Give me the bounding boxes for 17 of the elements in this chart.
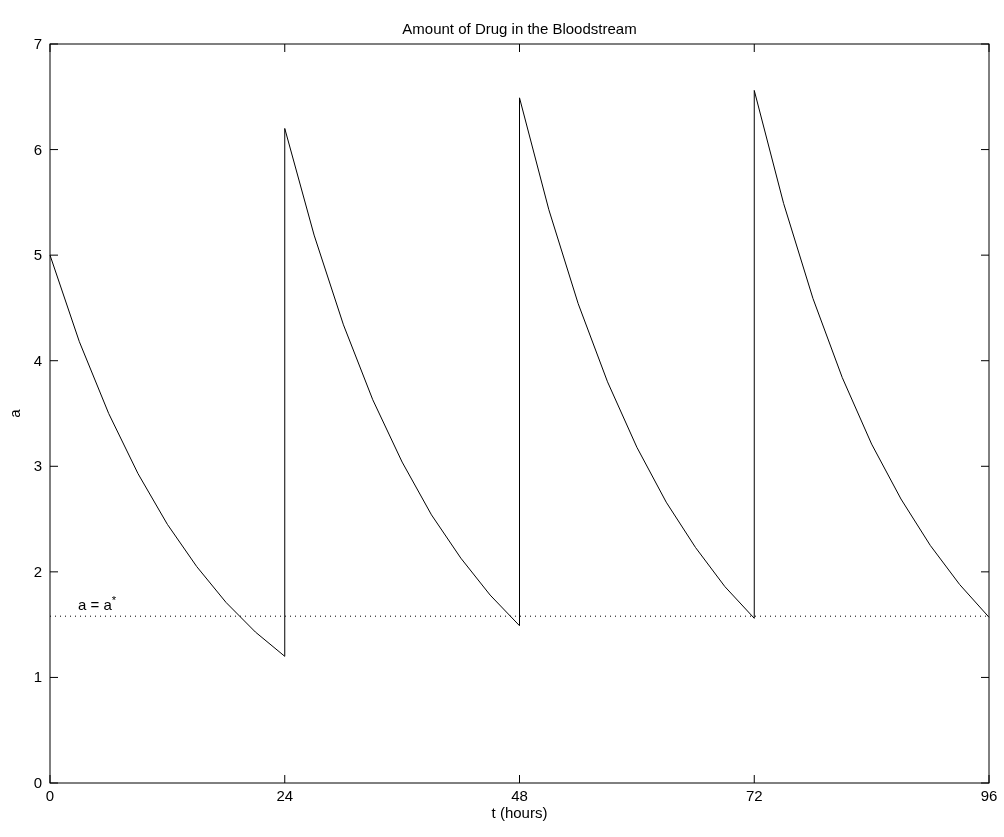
x-axis-title: t (hours) (491, 804, 548, 821)
y-tick-label: 6 (33, 140, 42, 158)
y-tick-label: 4 (33, 351, 42, 369)
y-tick-label: 2 (33, 562, 42, 580)
chart-title: Amount of Drug in the Bloodstream (402, 20, 637, 37)
ref-line-label: a = a$^{*}$ (78, 594, 117, 614)
y-tick-label: 1 (33, 668, 42, 686)
x-tick-label: 72 (745, 787, 763, 804)
y-tick-label: 3 (33, 457, 42, 475)
x-tick-label: 48 (511, 787, 528, 804)
y-tick-label: 0 (33, 774, 42, 791)
x-tick-label: 24 (276, 787, 294, 804)
y-tick-label: 7 (33, 35, 42, 52)
y-tick-label: 5 (33, 246, 42, 264)
y-axis-title: a (6, 408, 23, 418)
x-tick-label: 0 (45, 787, 55, 804)
x-tick-label: 96 (980, 787, 998, 804)
